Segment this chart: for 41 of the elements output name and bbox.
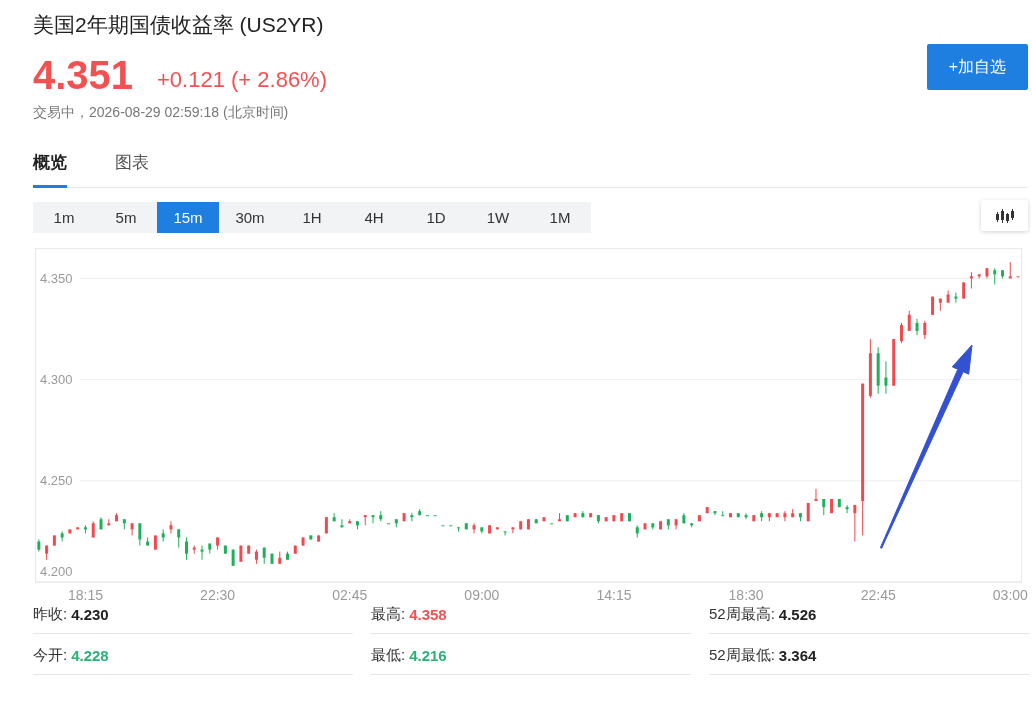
interval-button[interactable]: 1W [467,202,529,233]
text: 4.228 [71,647,109,664]
x-tick-label: 18:15 [67,586,104,603]
text: 52周最低: [709,646,775,665]
x-tick-label: 09:00 [464,586,500,603]
x-tick-label: 18:30 [728,586,764,603]
interval-button[interactable]: 1M [529,202,591,233]
text: 52周最高: [709,605,775,624]
text: 4.358 [409,606,447,623]
chart-type-button[interactable] [981,200,1028,231]
x-tick-label: 02:45 [332,586,368,603]
text: 4.351 [33,52,134,99]
interval-button[interactable]: 4H [343,202,405,233]
chart-title: 美国2年期国债收益率 (US2YR) [33,12,324,38]
tab[interactable]: 概览 [33,151,67,188]
text: 3.364 [778,647,817,664]
add-button[interactable]: +加自选 [927,44,1028,90]
text: 昨收: [33,605,68,624]
y-tick-label: 4.350 [40,270,73,286]
x-tick-label: 14:15 [596,586,632,603]
y-tick-label: 4.300 [40,372,73,388]
text: 今开: [33,646,68,665]
y-tick-label: 4.250 [40,473,73,489]
x-tick-label: 03:00 [992,586,1029,603]
tab[interactable]: 图表 [115,151,149,175]
text: 4.230 [71,606,109,623]
text: 最高: [371,605,406,624]
y-tick-label: 4.200 [40,563,73,579]
interval-button[interactable]: 5m [95,202,157,233]
text: 4.216 [409,647,447,664]
interval-button[interactable]: 30m [219,202,281,233]
interval-button[interactable]: 1D [405,202,467,233]
interval-button[interactable]: 1m [33,202,95,233]
x-tick-label: 22:30 [200,586,236,603]
interval-button[interactable]: 15m [157,202,219,233]
text: 4.526 [778,606,817,623]
text: 最低: [371,646,406,665]
interval-button[interactable]: 1H [281,202,343,233]
x-tick-label: 22:45 [860,586,896,603]
text: 交易中，2026-08-29 02:59:18 (北京时间) [33,103,289,121]
text: +0.121 (+ 2.86%) [157,66,328,94]
